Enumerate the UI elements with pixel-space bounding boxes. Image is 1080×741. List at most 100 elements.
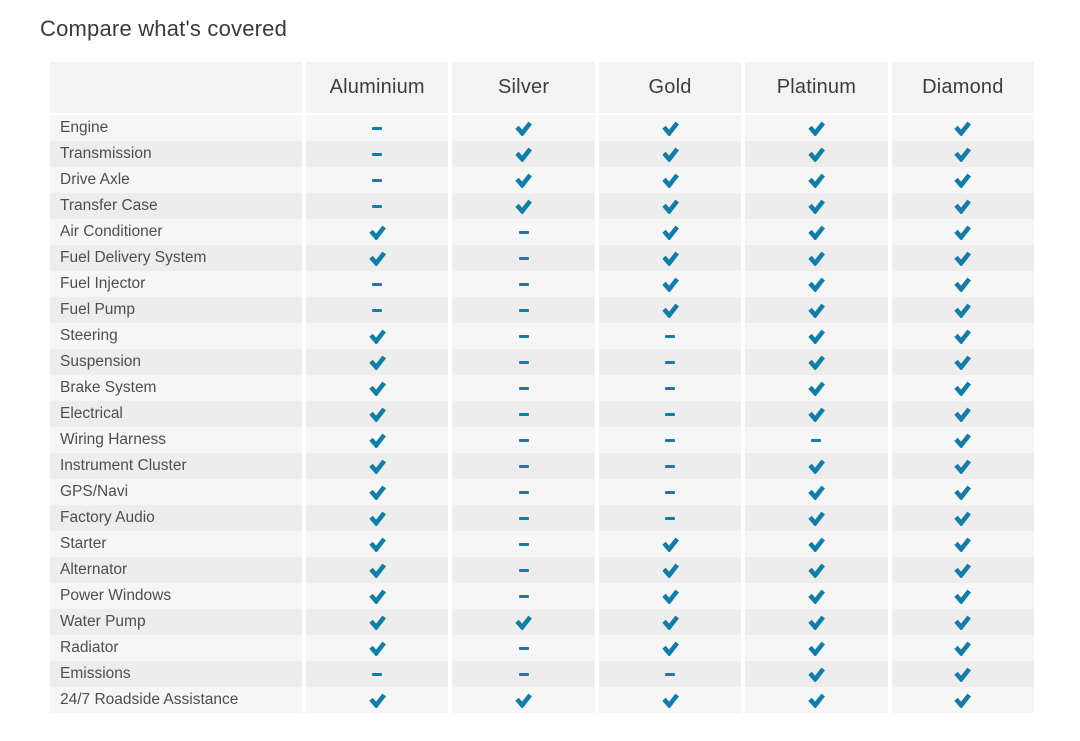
table-row: Engine [50,115,1035,141]
plan-cell [745,219,888,245]
plan-cell [891,557,1035,583]
plan-cell [891,609,1035,635]
plan-cell [891,505,1035,531]
plan-cell [452,193,595,219]
row-label: Radiator [50,635,302,661]
check-icon [368,381,386,396]
dash-icon [518,412,529,416]
dash-icon [518,334,529,338]
plan-cell [745,245,888,271]
table-row: GPS/Navi [50,479,1035,505]
plan-cell [306,401,449,427]
plan-cell [598,635,742,661]
check-icon [954,121,972,136]
check-icon [661,303,679,318]
plan-cell [745,609,888,635]
plan-cell [891,453,1035,479]
table-row: Drive Axle [50,167,1035,193]
plan-cell [306,245,449,271]
header-empty-cell [50,62,302,113]
plan-cell [452,375,595,401]
plan-cell [745,323,888,349]
plan-cell [306,453,449,479]
row-label: Starter [50,531,302,557]
row-label: Steering [50,323,302,349]
check-icon [808,199,825,214]
check-icon [954,589,972,604]
table-row: Fuel Delivery System [50,245,1035,271]
plan-cell [452,453,595,479]
check-icon [954,615,972,630]
check-icon [368,537,386,552]
plan-cell [306,193,449,219]
dash-icon [372,126,383,130]
plan-cell [452,271,595,297]
plan-cell [306,479,449,505]
plan-cell [598,427,742,453]
plan-cell [891,141,1035,167]
dash-icon [518,672,529,676]
plan-cell [891,687,1035,713]
table-row: Starter [50,531,1035,557]
check-icon [808,303,825,318]
plan-cell [306,635,449,661]
row-label: 24/7 Roadside Assistance [50,687,302,713]
plan-cell [891,115,1035,141]
check-icon [954,563,972,578]
column-header-gold: Gold [598,62,742,113]
plan-cell [306,323,449,349]
plan-cell [452,687,595,713]
plan-cell [306,427,449,453]
plan-cell [306,115,449,141]
check-icon [368,225,386,240]
table-row: Fuel Pump [50,297,1035,323]
plan-cell [452,115,595,141]
check-icon [808,667,825,682]
check-icon [954,381,972,396]
dash-icon [372,152,383,156]
check-icon [515,615,533,630]
dash-icon [518,568,529,572]
dash-icon [518,438,529,442]
page-title: Compare what's covered [40,16,288,41]
plan-cell [452,427,595,453]
plan-cell [745,115,888,141]
check-icon [954,459,972,474]
column-header-diamond: Diamond [891,62,1035,113]
row-label: Alternator [50,557,302,583]
plan-cell [306,505,449,531]
check-icon [808,563,825,578]
dash-icon [518,308,529,312]
row-label: Power Windows [50,583,302,609]
plan-cell [452,297,595,323]
plan-cell [598,401,742,427]
plan-cell [745,167,888,193]
plan-cell [598,687,742,713]
check-icon [808,147,825,162]
plan-cell [745,635,888,661]
plan-cell [598,375,742,401]
plan-cell [306,557,449,583]
check-icon [954,277,972,292]
plan-cell [306,167,449,193]
plan-cell [598,609,742,635]
plan-cell [306,271,449,297]
check-icon [368,433,386,448]
row-label: GPS/Navi [50,479,302,505]
plan-cell [891,427,1035,453]
table-row: Brake System [50,375,1035,401]
dash-icon [518,490,529,494]
check-icon [808,121,825,136]
plan-cell [745,427,888,453]
table-row: Electrical [50,401,1035,427]
plan-cell [598,193,742,219]
plan-cell [745,141,888,167]
plan-cell [891,375,1035,401]
check-icon [661,537,679,552]
plan-cell [891,167,1035,193]
check-icon [661,589,679,604]
plan-cell [745,505,888,531]
plan-cell [891,349,1035,375]
plan-cell [745,583,888,609]
dash-icon [518,594,529,598]
